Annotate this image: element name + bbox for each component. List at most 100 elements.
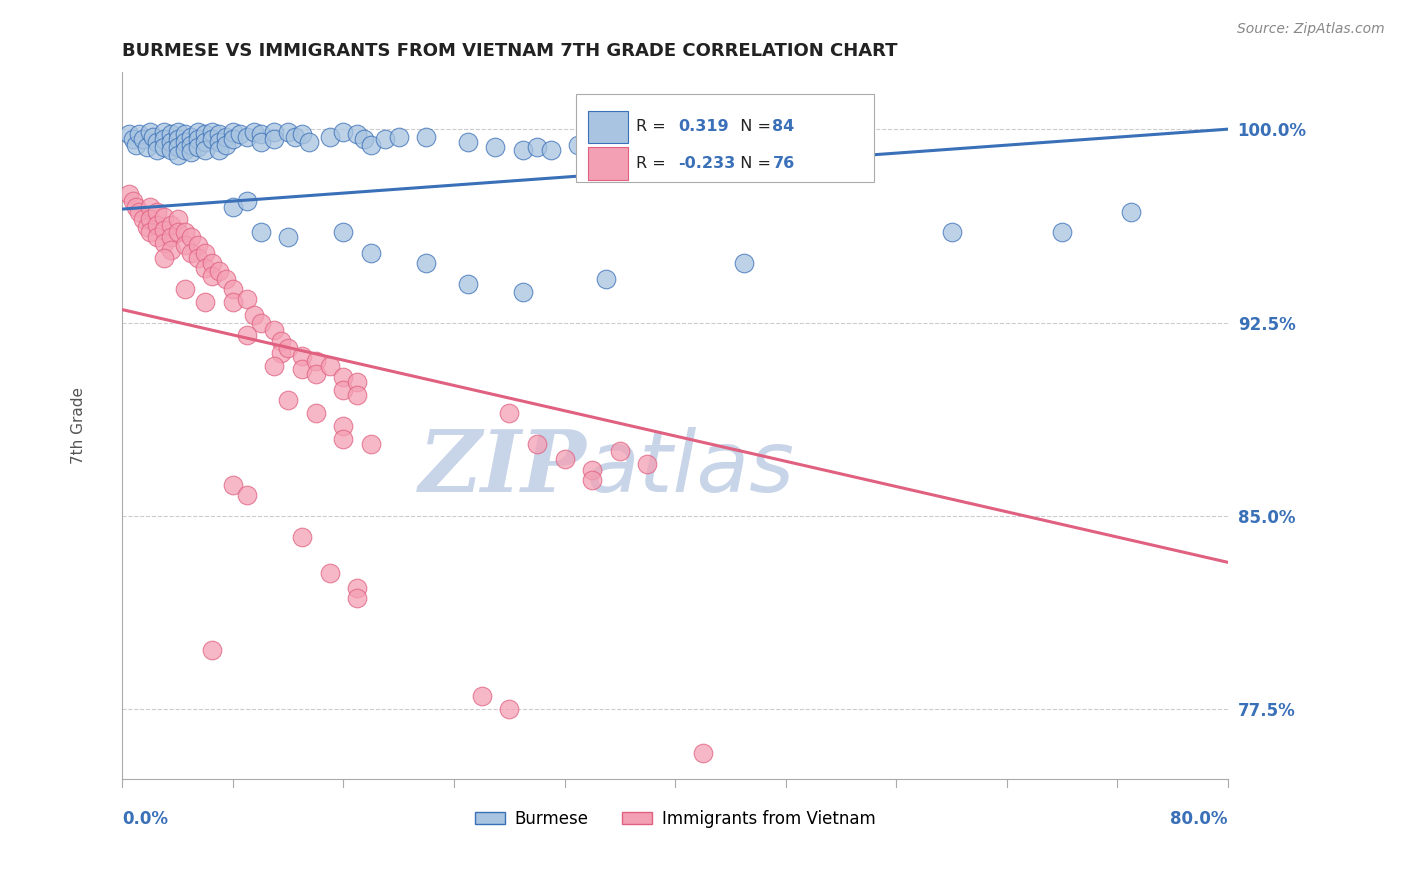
Point	[692, 746, 714, 760]
FancyBboxPatch shape	[588, 111, 627, 143]
Point	[194, 135, 217, 149]
Point	[249, 316, 271, 330]
Point	[152, 140, 174, 154]
Point	[595, 143, 617, 157]
Point	[194, 294, 217, 309]
Point	[215, 137, 238, 152]
Point	[291, 362, 314, 376]
Point	[263, 359, 285, 374]
Point	[222, 200, 245, 214]
Point	[526, 140, 548, 154]
Point	[180, 246, 202, 260]
Point	[201, 269, 224, 284]
Point	[332, 125, 354, 139]
FancyBboxPatch shape	[575, 94, 875, 182]
Text: 84: 84	[772, 120, 794, 135]
Point	[201, 132, 224, 146]
Text: -0.233: -0.233	[679, 156, 735, 171]
Point	[637, 458, 659, 472]
Point	[235, 129, 257, 144]
Point	[235, 194, 257, 209]
Point	[229, 128, 252, 142]
Point	[146, 143, 169, 157]
Point	[139, 125, 162, 139]
Point	[733, 256, 755, 270]
Point	[159, 244, 181, 258]
Point	[581, 462, 603, 476]
Text: ZIP: ZIP	[419, 426, 586, 510]
Point	[346, 591, 368, 606]
Point	[277, 341, 299, 355]
Point	[457, 135, 479, 149]
Text: R =: R =	[637, 120, 671, 135]
Point	[540, 143, 562, 157]
Point	[136, 220, 159, 235]
Point	[187, 125, 209, 139]
Point	[180, 137, 202, 152]
Point	[554, 452, 576, 467]
Point	[235, 293, 257, 307]
Point	[194, 246, 217, 260]
Point	[1121, 204, 1143, 219]
Point	[242, 308, 264, 322]
Point	[242, 125, 264, 139]
Point	[128, 128, 150, 142]
Point	[152, 125, 174, 139]
Text: 7th Grade: 7th Grade	[70, 387, 86, 464]
Point	[166, 140, 188, 154]
Legend: Burmese, Immigrants from Vietnam: Burmese, Immigrants from Vietnam	[468, 803, 883, 834]
Point	[941, 225, 963, 239]
Point	[498, 406, 520, 420]
Point	[360, 246, 382, 260]
Point	[194, 128, 217, 142]
Text: 0.319: 0.319	[679, 120, 730, 135]
Point	[208, 135, 231, 149]
Point	[291, 349, 314, 363]
Point	[609, 444, 631, 458]
Point	[152, 223, 174, 237]
Point	[332, 432, 354, 446]
Point	[277, 125, 299, 139]
Point	[332, 225, 354, 239]
Point	[512, 143, 534, 157]
Point	[215, 129, 238, 144]
Point	[332, 418, 354, 433]
Point	[187, 251, 209, 265]
Point	[180, 145, 202, 160]
Point	[595, 271, 617, 285]
Point	[173, 143, 195, 157]
Point	[180, 129, 202, 144]
Text: R =: R =	[637, 156, 671, 171]
Point	[222, 294, 245, 309]
Point	[305, 354, 328, 368]
Point	[173, 238, 195, 252]
Point	[201, 643, 224, 657]
Point	[291, 530, 314, 544]
Text: N =: N =	[730, 156, 776, 171]
Point	[388, 129, 411, 144]
Point	[159, 143, 181, 157]
Point	[222, 478, 245, 492]
Point	[235, 488, 257, 502]
Point	[201, 125, 224, 139]
Point	[201, 256, 224, 270]
Point	[346, 375, 368, 389]
Point	[263, 125, 285, 139]
Point	[305, 367, 328, 381]
Point	[142, 129, 165, 144]
Point	[139, 200, 162, 214]
Point	[122, 194, 145, 209]
Point	[180, 230, 202, 244]
Point	[346, 388, 368, 402]
Point	[318, 566, 340, 580]
Point	[498, 702, 520, 716]
Text: atlas: atlas	[586, 426, 794, 509]
Point	[173, 282, 195, 296]
Point	[166, 125, 188, 139]
Point	[152, 251, 174, 265]
Point	[125, 200, 148, 214]
Point	[187, 238, 209, 252]
Point	[298, 135, 321, 149]
Point	[208, 143, 231, 157]
Point	[173, 128, 195, 142]
